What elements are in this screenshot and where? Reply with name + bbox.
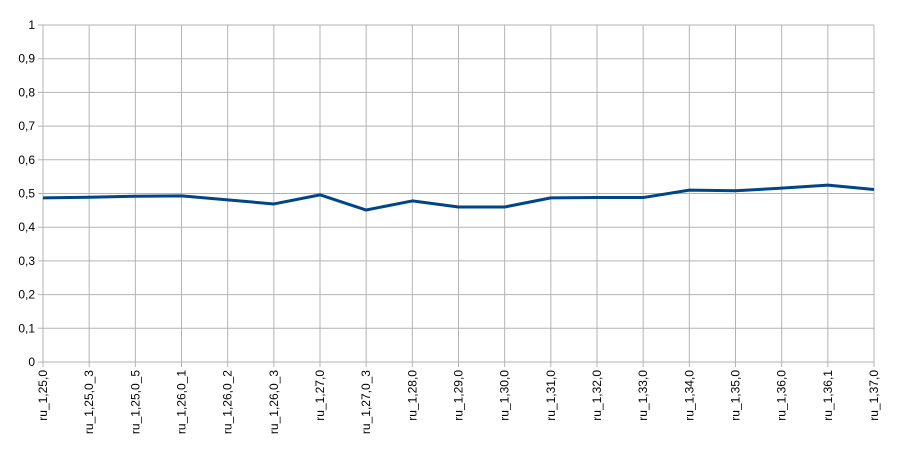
x-tick-label: ru_1,31,0 bbox=[544, 370, 558, 421]
x-tick-label: ru_1,29,0 bbox=[452, 370, 466, 421]
x-tick-label: ru_1,36,0 bbox=[775, 370, 789, 421]
y-tick-label: 0,8 bbox=[18, 85, 35, 99]
x-tick-label: ru_1,25,0 bbox=[36, 370, 50, 421]
x-tick-label: ru_1,36,1 bbox=[821, 370, 835, 421]
x-tick-label: ru_1,28,0 bbox=[405, 370, 419, 421]
x-tick-label: ru_1,32,0 bbox=[590, 370, 604, 421]
x-tick-label: ru_1,27,0_3 bbox=[359, 370, 373, 434]
x-tick-label: ru_1,37,0 bbox=[867, 370, 881, 421]
y-tick-label: 0,4 bbox=[18, 220, 35, 234]
x-tick-label: ru_1,33,0 bbox=[636, 370, 650, 421]
x-tick-label: ru_1,34,0 bbox=[682, 370, 696, 421]
y-tick-label: 0,3 bbox=[18, 254, 35, 268]
y-tick-label: 0,7 bbox=[18, 119, 35, 133]
x-tick-label: ru_1,25,0_3 bbox=[82, 370, 96, 434]
y-tick-label: 0,5 bbox=[18, 187, 35, 201]
x-tick-label: ru_1,26,0_2 bbox=[221, 370, 235, 434]
y-tick-label: 0,1 bbox=[18, 321, 35, 335]
x-tick-label: ru_1,26,0_3 bbox=[267, 370, 281, 434]
y-tick-label: 0,9 bbox=[18, 52, 35, 66]
x-tick-label: ru_1,25,0_5 bbox=[128, 370, 142, 434]
x-tick-label: ru_1,35,0 bbox=[729, 370, 743, 421]
x-tick-label: ru_1,27,0 bbox=[313, 370, 327, 421]
y-tick-label: 0 bbox=[28, 355, 35, 369]
y-tick-label: 0,6 bbox=[18, 153, 35, 167]
x-tick-label: ru_1,30,0 bbox=[498, 370, 512, 421]
line-series bbox=[42, 183, 875, 212]
y-tick-label: 0,2 bbox=[18, 288, 35, 302]
y-tick-label: 1 bbox=[28, 18, 35, 32]
x-tick-label: ru_1,26,0_1 bbox=[175, 370, 189, 434]
